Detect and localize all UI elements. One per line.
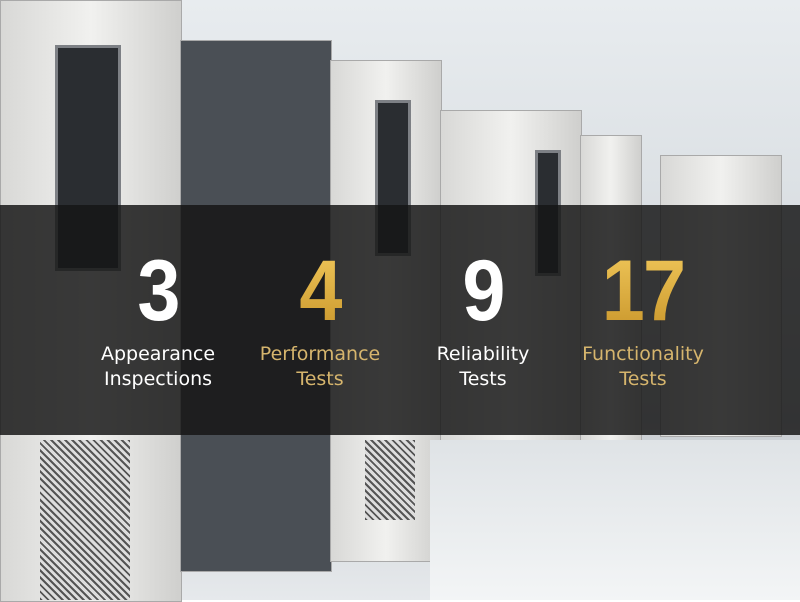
stat-number: 3	[137, 243, 180, 339]
stat-reliability-tests: 9 Reliability Tests	[393, 248, 573, 392]
stat-functionality-tests: 17 Functionality Tests	[553, 248, 733, 392]
stat-number: 9	[462, 243, 505, 339]
stat-label: Appearance Inspections	[100, 343, 216, 390]
stat-label: Functionality Tests	[582, 343, 704, 390]
stat-number: 17	[562, 248, 724, 334]
stat-performance-tests: 4 Performance Tests	[230, 248, 410, 392]
stat-label: Performance Tests	[259, 343, 381, 390]
stats-band	[0, 205, 800, 435]
chamber-vent	[365, 440, 415, 520]
stat-number: 4	[239, 248, 401, 334]
stat-label: Reliability Tests	[436, 343, 530, 390]
chamber-vent	[40, 440, 130, 600]
stat-appearance-inspections: 3 Appearance Inspections	[68, 248, 248, 392]
floor	[430, 440, 800, 600]
